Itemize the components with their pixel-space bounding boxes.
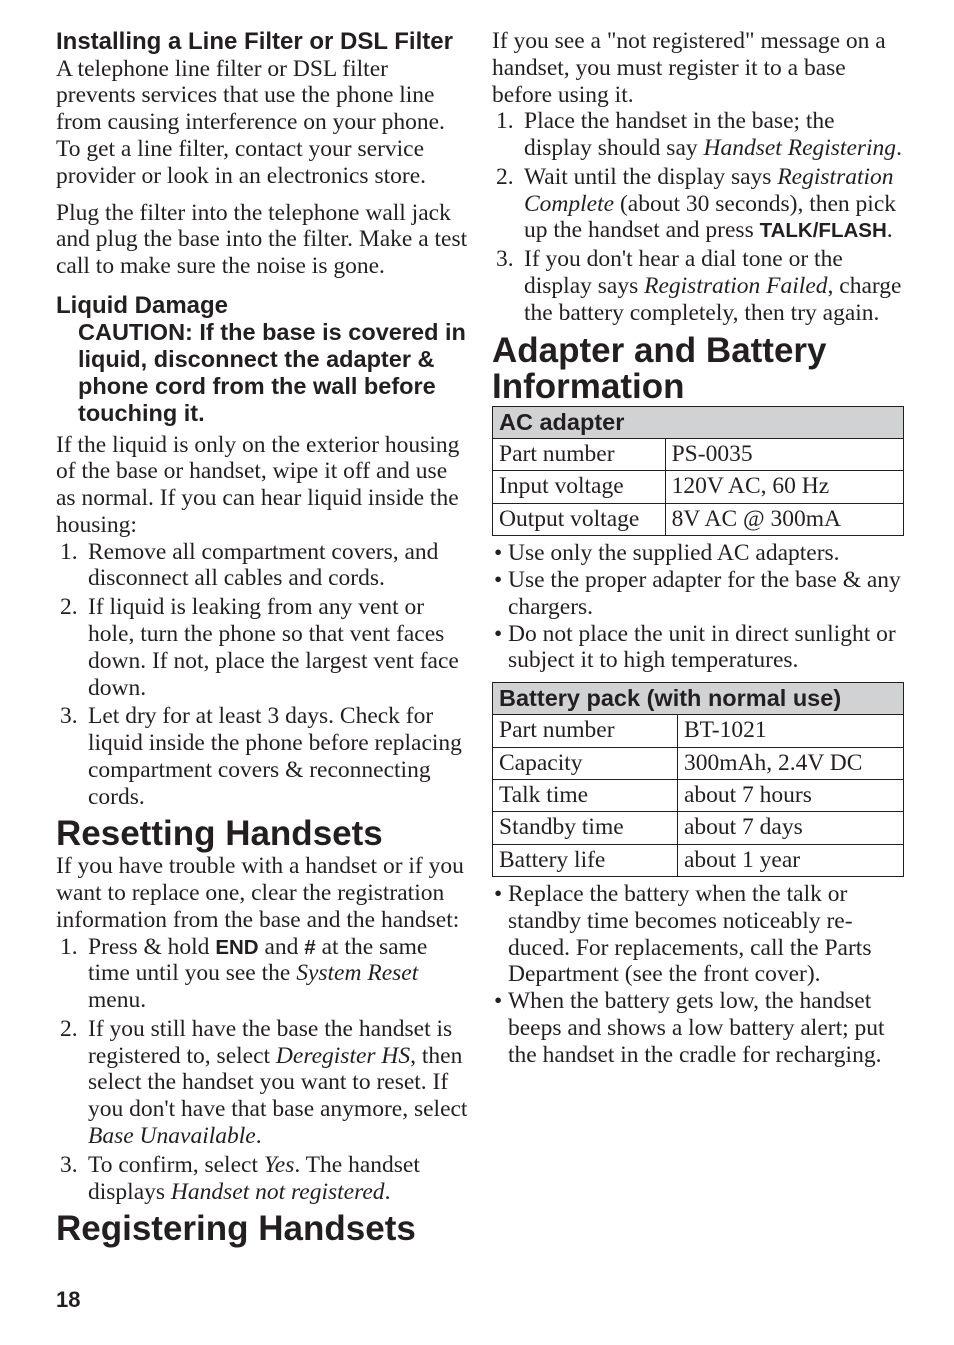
table-cell: about 7 hours — [677, 779, 903, 811]
text-fragment: and — [259, 934, 305, 960]
table-header-row: Battery pack (with normal use) — [493, 683, 904, 715]
table-cell: 8V AC @ 300mA — [665, 503, 903, 535]
list-item: Replace the battery when the talk or sta… — [492, 881, 904, 988]
table-cell: 120V AC, 60 Hz — [665, 471, 903, 503]
paragraph-register-1: If you see a "not registered" message on… — [492, 28, 904, 108]
table-cell: Talk time — [493, 779, 678, 811]
table-cell: Output voltage — [493, 503, 666, 535]
text-fragment: . — [887, 217, 893, 243]
text-fragment: . — [256, 1123, 262, 1149]
heading-adapter-battery: Adapter and Battery Information — [492, 333, 904, 407]
caution-text: CAUTION: If the base is covered in liqui… — [78, 319, 468, 427]
italic-base-unavailable: Base Unavailable — [88, 1123, 256, 1149]
table-ac-adapter: AC adapter Part numberPS-0035 Input volt… — [492, 406, 904, 536]
battery-notes-list: Replace the battery when the talk or sta… — [492, 881, 904, 1068]
italic-not-registered: Handset not registered — [171, 1179, 385, 1205]
list-item: To confirm, select Yes. The handset disp… — [56, 1152, 468, 1206]
italic-registration-failed: Registration Failed — [644, 273, 827, 299]
list-item: When the battery gets low, the handset b… — [492, 988, 904, 1068]
list-item: Use only the supplied AC adapters. — [492, 540, 904, 567]
list-item: Remove all compartment covers, and disco… — [56, 539, 468, 593]
text-fragment: . — [896, 135, 902, 161]
liquid-steps-list: Remove all compartment covers, and disco… — [56, 539, 468, 811]
table-header: Battery pack (with normal use) — [493, 683, 904, 715]
table-battery-pack: Battery pack (with normal use) Part numb… — [492, 682, 904, 877]
list-item: Use the proper adapter for the base & an… — [492, 567, 904, 621]
table-row: Battery lifeabout 1 year — [493, 844, 904, 876]
table-row: Capacity300mAh, 2.4V DC — [493, 747, 904, 779]
italic-system-reset: System Reset — [296, 960, 418, 986]
italic-deregister: Deregister HS — [276, 1043, 410, 1069]
table-cell: Part number — [493, 439, 666, 471]
heading-install-filter: Installing a Line Filter or DSL Filter — [56, 28, 468, 56]
table-cell: 300mAh, 2.4V DC — [677, 747, 903, 779]
list-item: If you don't hear a dial tone or the dis… — [492, 246, 904, 326]
paragraph-install-2: Plug the filter into the telephone wall … — [56, 200, 468, 280]
table-row: Input voltage120V AC, 60 Hz — [493, 471, 904, 503]
heading-liquid-damage: Liquid Damage — [56, 292, 468, 320]
list-item: Wait until the display says Registration… — [492, 164, 904, 244]
table-cell: Part number — [493, 715, 678, 747]
paragraph-reset-1: If you have trouble with a handset or if… — [56, 853, 468, 933]
list-item: Let dry for at least 3 days. Check for l… — [56, 703, 468, 810]
text-fragment: . — [385, 1179, 391, 1205]
table-cell: Capacity — [493, 747, 678, 779]
table-cell: about 1 year — [677, 844, 903, 876]
table-row: Talk timeabout 7 hours — [493, 779, 904, 811]
heading-resetting-handsets: Resetting Handsets — [56, 816, 468, 853]
key-talk-flash: TALK/FLASH — [760, 219, 887, 242]
table-row: Part numberPS-0035 — [493, 439, 904, 471]
list-item: If you still have the base the handset i… — [56, 1016, 468, 1150]
list-item: Place the handset in the base; the displ… — [492, 108, 904, 162]
table-row: Standby timeabout 7 days — [493, 812, 904, 844]
paragraph-install-1: A telephone line filter or DSL filter pr… — [56, 56, 468, 190]
key-hash: # — [304, 936, 315, 959]
register-steps-list: Place the handset in the base; the displ… — [492, 108, 904, 326]
table-header-row: AC adapter — [493, 407, 904, 439]
italic-handset-registering: Handset Registering — [704, 135, 897, 161]
text-fragment: Press & hold — [88, 934, 215, 960]
key-end: END — [215, 936, 258, 959]
list-item: Do not place the unit in direct sunlight… — [492, 621, 904, 675]
page-content: Installing a Line Filter or DSL Filter A… — [0, 0, 954, 1270]
list-item: Press & hold END and # at the same time … — [56, 934, 468, 1014]
page-number: 18 — [56, 1287, 80, 1313]
italic-yes: Yes — [264, 1152, 295, 1178]
table-row: Output voltage8V AC @ 300mA — [493, 503, 904, 535]
table-cell: about 7 days — [677, 812, 903, 844]
ac-notes-list: Use only the supplied AC adapters. Use t… — [492, 540, 904, 674]
table-header: AC adapter — [493, 407, 904, 439]
text-fragment: Wait until the display says — [524, 164, 777, 190]
table-cell: BT-1021 — [677, 715, 903, 747]
text-fragment: menu. — [88, 987, 146, 1013]
text-fragment: To confirm, select — [88, 1152, 264, 1178]
table-row: Part numberBT-1021 — [493, 715, 904, 747]
list-item: If liquid is leaking from any vent or ho… — [56, 594, 468, 701]
table-cell: Input voltage — [493, 471, 666, 503]
reset-steps-list: Press & hold END and # at the same time … — [56, 934, 468, 1206]
heading-registering-handsets: Registering Handsets — [56, 1211, 468, 1248]
table-cell: PS-0035 — [665, 439, 903, 471]
table-cell: Battery life — [493, 844, 678, 876]
table-cell: Standby time — [493, 812, 678, 844]
paragraph-liquid-1: If the liquid is only on the exterior ho… — [56, 432, 468, 539]
